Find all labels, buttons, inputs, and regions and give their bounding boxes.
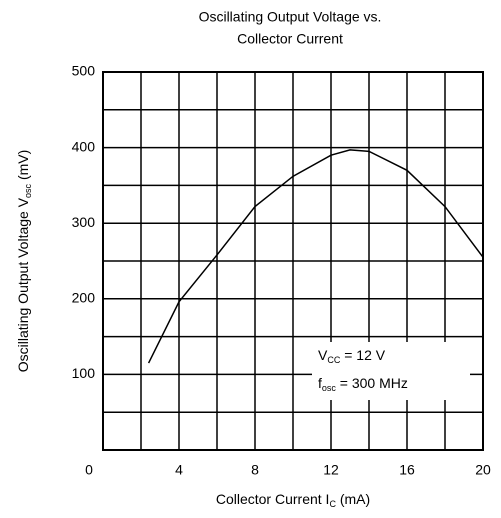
label-sub: C	[329, 499, 336, 509]
annotation-part: V	[318, 347, 328, 363]
annotation-box	[312, 342, 470, 400]
y-tick-label: 300	[72, 214, 96, 230]
label-part: (mV)	[15, 150, 31, 184]
y-tick-label: 200	[72, 290, 96, 306]
annotation-sub: CC	[327, 355, 340, 365]
x-tick-label: 16	[399, 462, 415, 478]
annotation-part: = 12 V	[340, 347, 385, 363]
annotation-part: f	[318, 375, 322, 391]
label-part: Oscillating Output Voltage V	[15, 197, 31, 372]
annotation-sub: osc	[322, 383, 337, 393]
x-tick-label: 4	[175, 462, 183, 478]
y-tick-label: 500	[72, 63, 96, 79]
label-part: (mA)	[336, 491, 370, 507]
chart-title: Collector Current	[237, 31, 343, 47]
chart-title: Oscillating Output Voltage vs.	[199, 9, 382, 25]
annotation: fosc = 300 MHz	[318, 375, 408, 394]
y-tick-label: 100	[72, 365, 96, 381]
x-axis-label: Collector Current IC (mA)	[216, 491, 370, 510]
x-tick-label: 12	[323, 462, 339, 478]
line-series	[147, 149, 484, 364]
plot-frame	[102, 71, 484, 451]
y-tick-label: 400	[72, 138, 96, 154]
label-sub: osc	[23, 183, 33, 198]
x-tick-label: 8	[251, 462, 259, 478]
x-tick-label: 0	[85, 462, 93, 478]
label-part: Collector Current I	[216, 491, 330, 507]
annotation-part: = 300 MHz	[336, 375, 408, 391]
annotation: VCC = 12 V	[318, 347, 386, 366]
y-axis-label: Oscillating Output Voltage Vosc (mV)	[15, 150, 34, 373]
x-tick-label: 20	[475, 462, 491, 478]
